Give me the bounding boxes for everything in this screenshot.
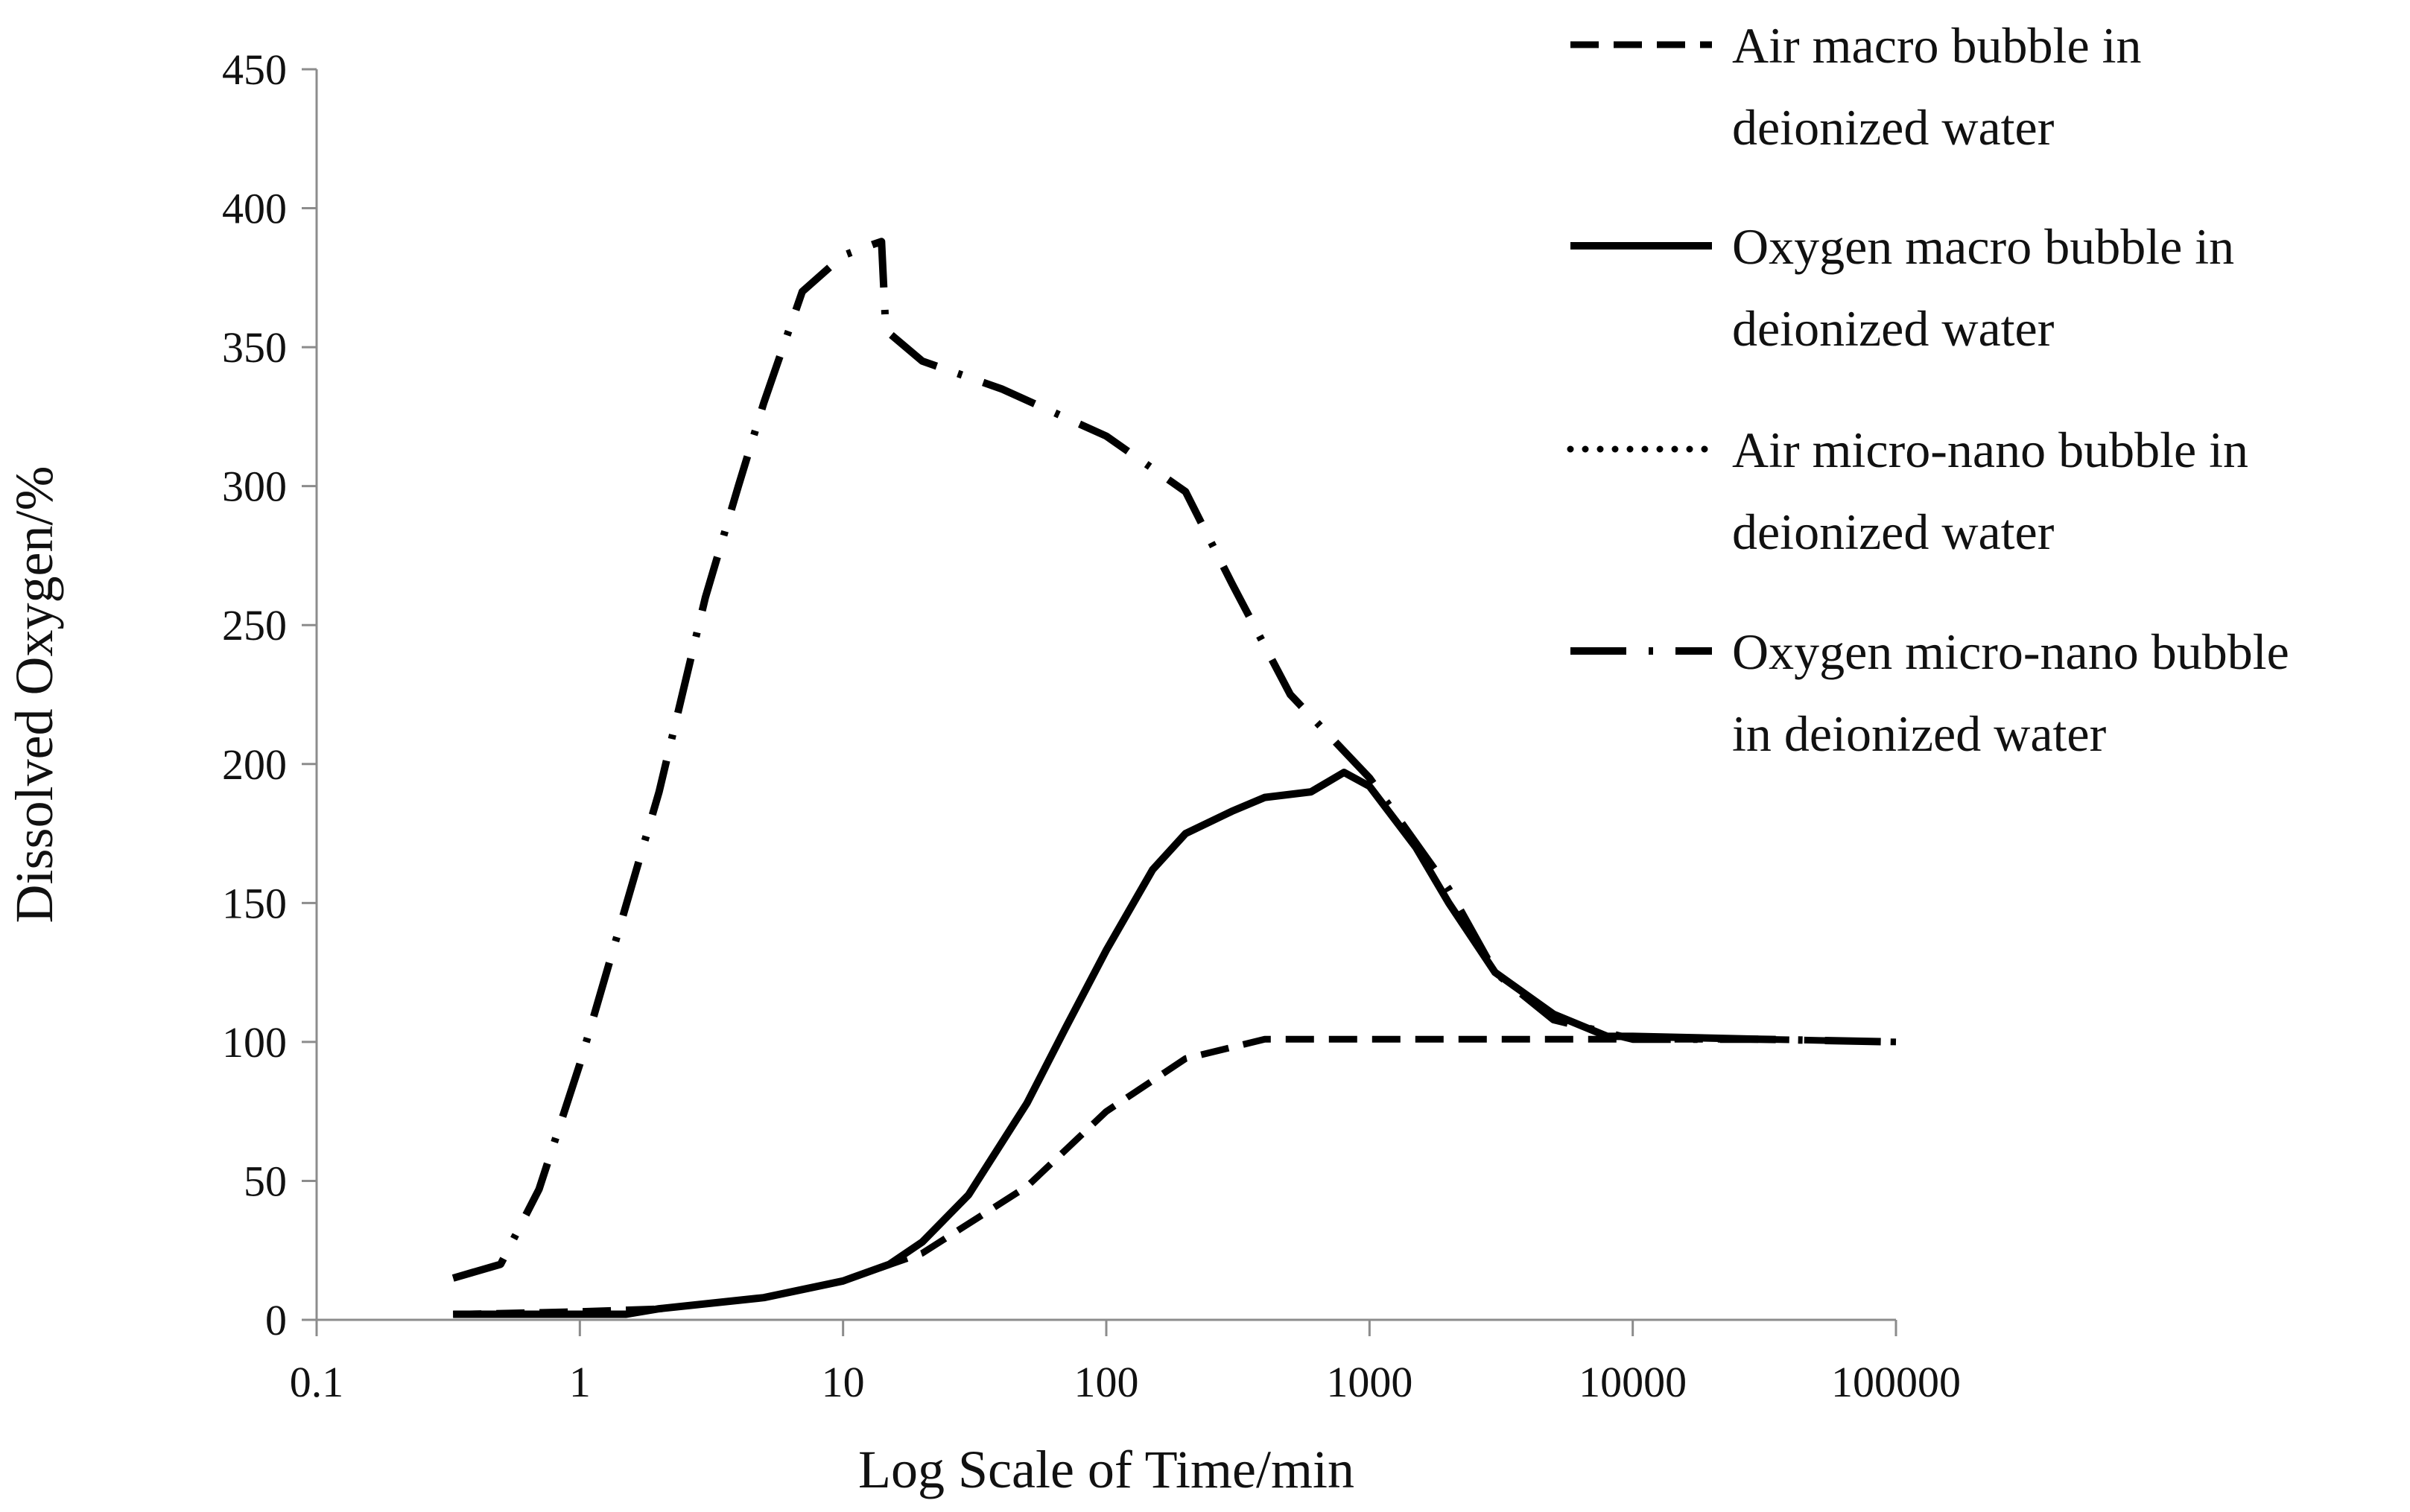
legend-label: Oxygen macro bubble in — [1732, 218, 2234, 275]
y-tick-label: 300 — [222, 463, 287, 511]
legend-label: Air micro-nano bubble in — [1732, 422, 2248, 478]
legend-label: deionized water — [1732, 504, 2055, 560]
y-tick-label: 350 — [222, 323, 287, 372]
legend-label: Air macro bubble in — [1732, 17, 2142, 74]
y-tick-label: 400 — [222, 185, 287, 233]
x-axis-title: Log Scale of Time/min — [858, 1440, 1354, 1499]
x-tick-label: 1000 — [1326, 1358, 1412, 1406]
y-tick-label: 450 — [222, 45, 287, 94]
legend: Air macro bubble in deionized water Oxygen… — [1567, 17, 2289, 762]
series-line-2 — [453, 769, 1759, 1318]
y-tick-label: 200 — [222, 740, 287, 789]
y-tick-label: 100 — [222, 1018, 287, 1067]
y-axis-title: Dissolved Oxygen/% — [4, 466, 64, 924]
legend-label: deionized water — [1732, 99, 2055, 156]
series-line-3 — [452, 980, 1633, 1312]
axes: 0 50 100 150 200 250 300 350 400 450 0.1 1 10 100 1000… — [222, 45, 1961, 1406]
legend-label: Oxygen micro-nano bubble — [1732, 623, 2289, 680]
series-line-1 — [453, 1035, 1897, 1318]
y-tick-label: 0 — [265, 1296, 287, 1344]
x-tick-label: 1 — [569, 1358, 591, 1406]
x-tick-label: 0.1 — [290, 1358, 344, 1406]
x-tick-label: 100 — [1074, 1358, 1139, 1406]
legend-label: deionized water — [1732, 300, 2055, 357]
series-line-4 — [451, 238, 1897, 1282]
x-tick-label: 10 — [822, 1358, 865, 1406]
x-tick-label: 10000 — [1579, 1358, 1687, 1406]
y-tick-label: 150 — [222, 879, 287, 927]
legend-label: in deionized water — [1732, 705, 2107, 762]
y-tick-label: 250 — [222, 601, 287, 649]
series-layer — [451, 238, 1897, 1318]
y-tick-label: 50 — [244, 1157, 287, 1205]
x-tick-label: 100000 — [1831, 1358, 1961, 1406]
